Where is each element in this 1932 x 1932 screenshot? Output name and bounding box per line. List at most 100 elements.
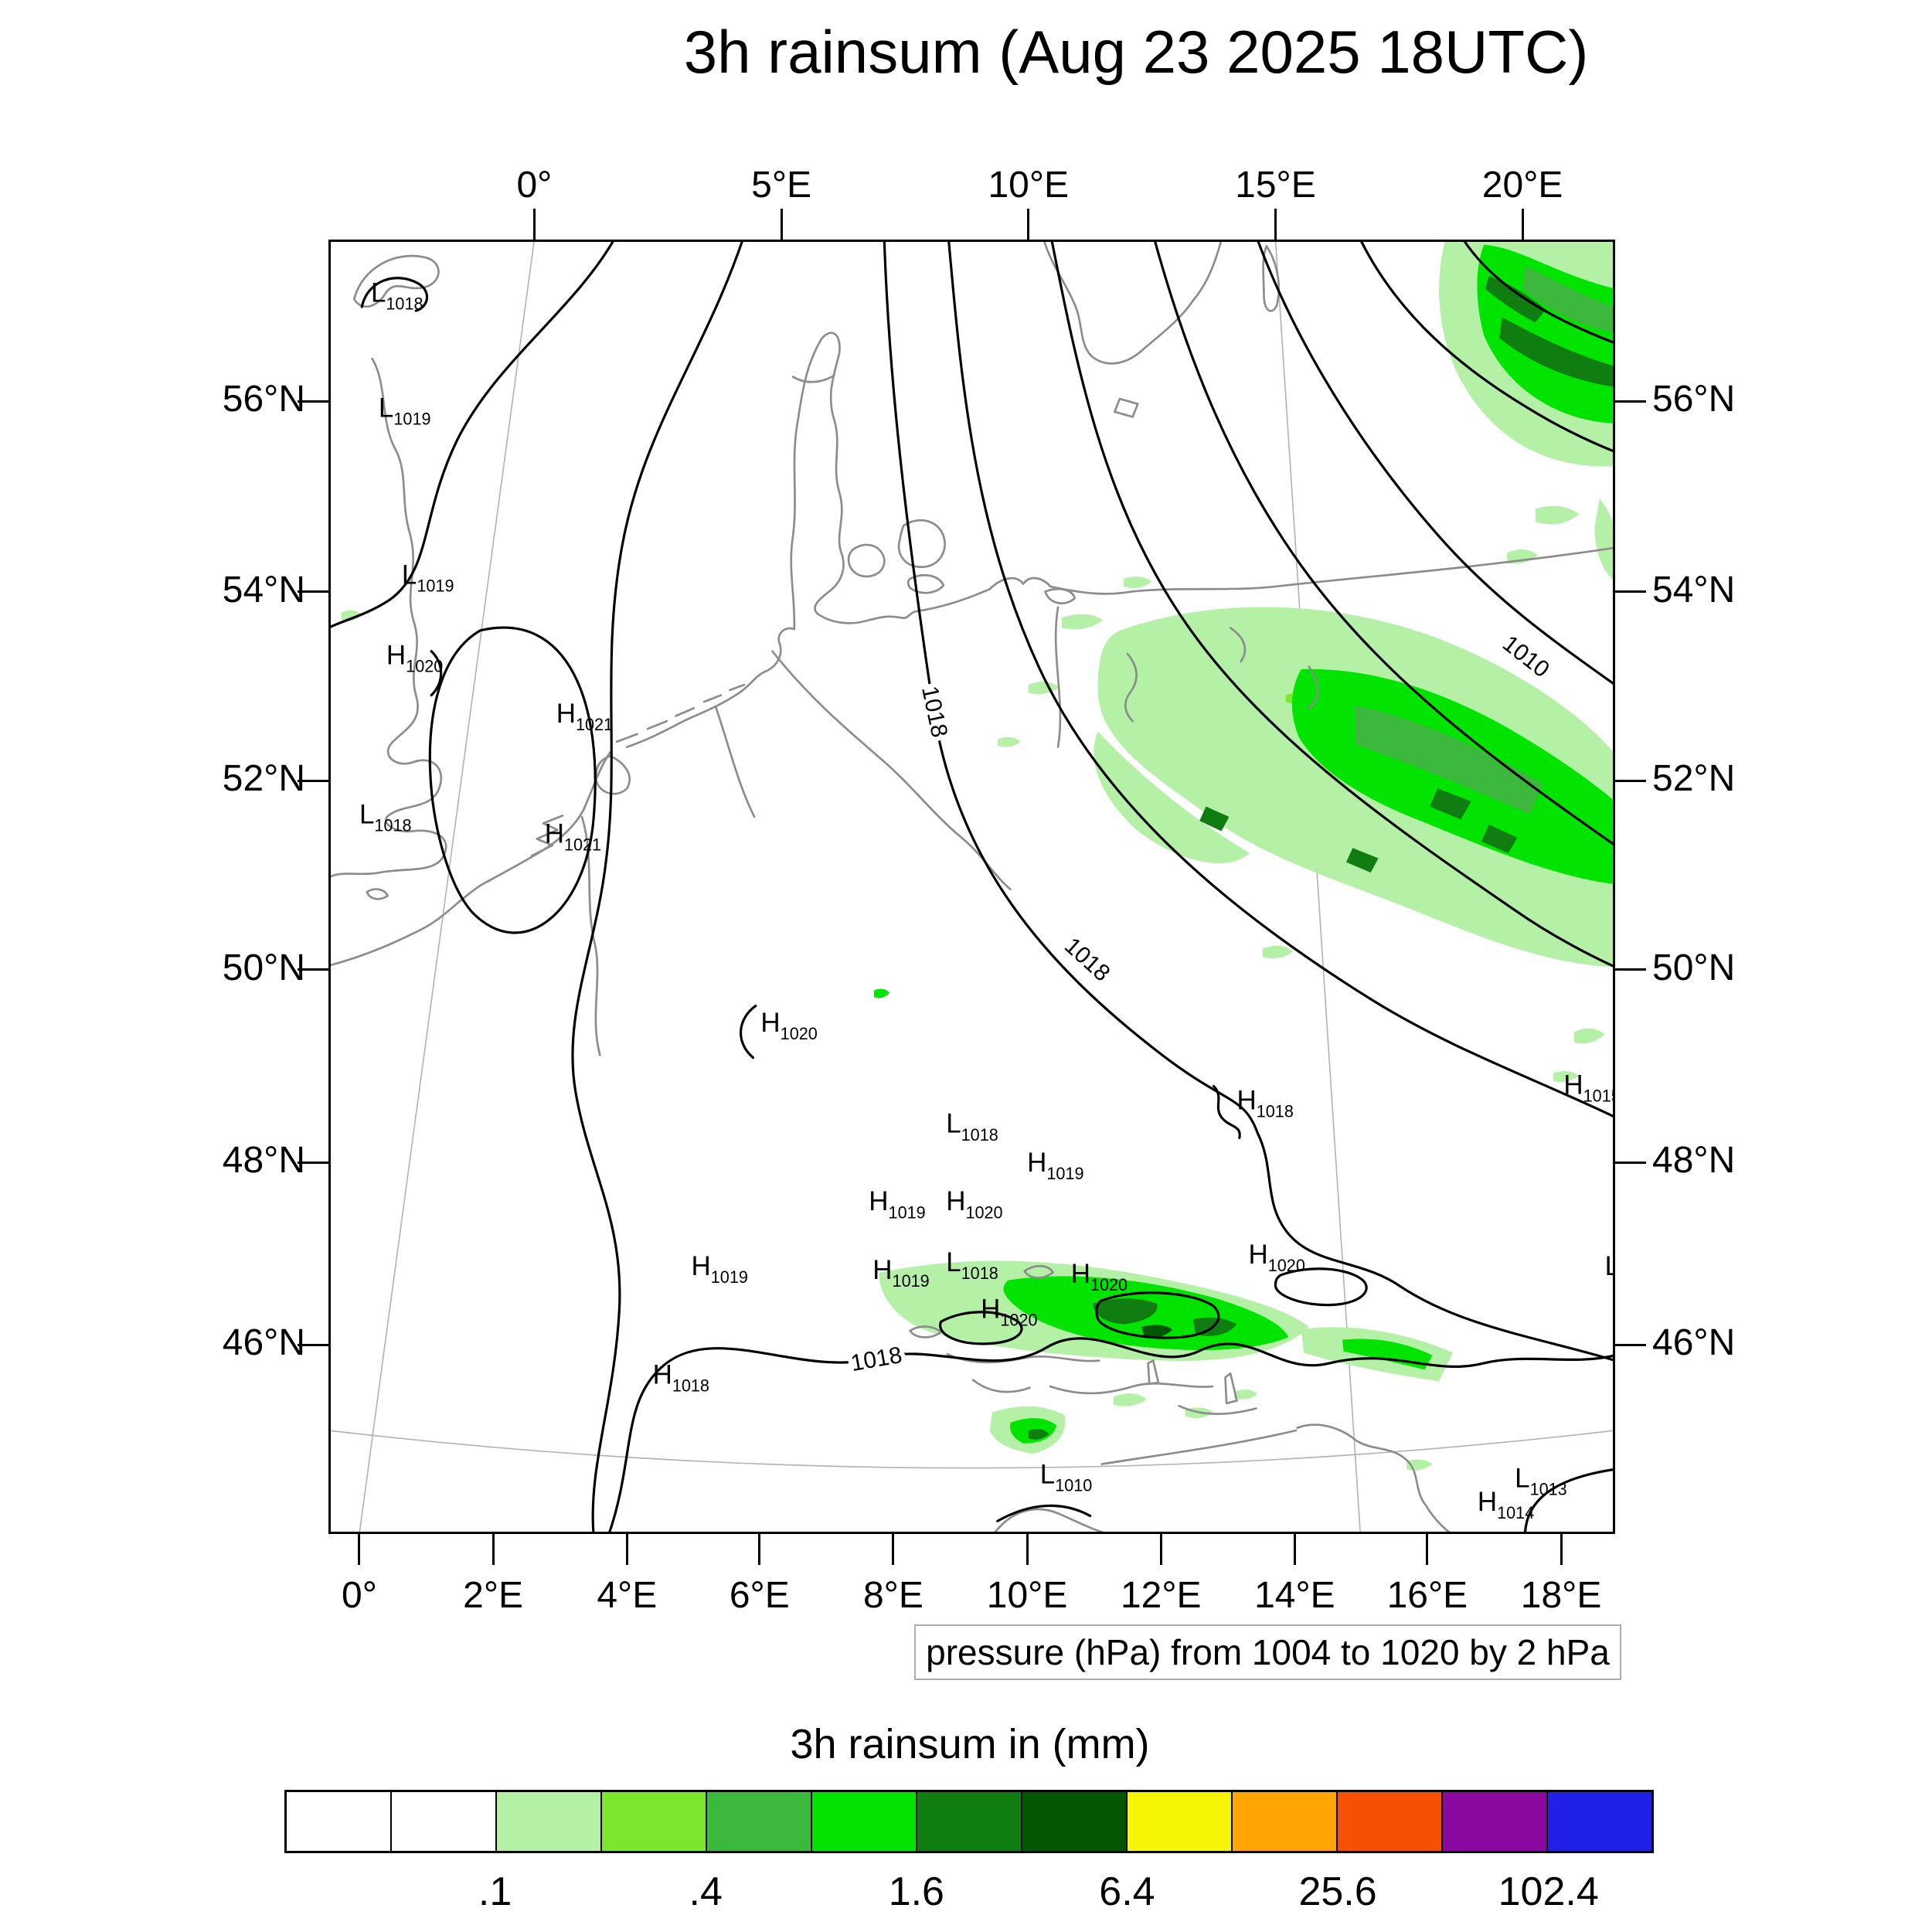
rain-patch bbox=[1062, 614, 1104, 630]
pressure-caption: pressure (hPa) from 1004 to 1020 by 2 hP… bbox=[926, 1632, 1610, 1672]
tick-mark bbox=[298, 1161, 328, 1164]
axis-label-top: 20°E bbox=[1481, 165, 1563, 206]
axis-label-left: 46°N bbox=[222, 1322, 305, 1364]
tick-mark bbox=[1560, 1534, 1563, 1565]
isobar-path bbox=[607, 1337, 1615, 1534]
pressure-center-label: H1018 bbox=[1236, 1086, 1293, 1121]
isobar-path bbox=[1274, 1267, 1368, 1307]
axis-label-right: 56°N bbox=[1652, 379, 1736, 420]
pressure-center-label: L1010 bbox=[1040, 1460, 1093, 1495]
pressure-center-label: L1018 bbox=[946, 1247, 998, 1283]
axis-label-top: 0° bbox=[516, 165, 553, 206]
coastline-path bbox=[909, 1325, 942, 1338]
isobar-path bbox=[1050, 240, 1615, 968]
isobar-path bbox=[947, 240, 1615, 1119]
pressure-center-label: H1015 bbox=[1563, 1070, 1615, 1105]
pressure-center-label: H1021 bbox=[545, 818, 601, 854]
rain-patch bbox=[1141, 1325, 1173, 1338]
tick-mark bbox=[1026, 1534, 1029, 1565]
tick-mark bbox=[1426, 1534, 1429, 1565]
graticule-line bbox=[328, 1430, 1615, 1469]
coastline-path bbox=[1054, 606, 1062, 748]
page-title: 3h rainsum (Aug 23 2025 18UTC) bbox=[683, 18, 1589, 86]
tick-mark bbox=[1615, 1343, 1646, 1346]
rain-patch bbox=[1430, 788, 1471, 820]
coastline-path bbox=[352, 254, 440, 308]
rain-patch bbox=[1485, 275, 1546, 323]
axis-label-right: 50°N bbox=[1652, 947, 1736, 988]
colorbar-cell bbox=[1336, 1792, 1441, 1851]
isobar-path bbox=[1153, 240, 1615, 847]
axis-label-top: 10°E bbox=[988, 165, 1070, 206]
pressure-caption-box: pressure (hPa) from 1004 to 1020 by 2 hP… bbox=[914, 1624, 1621, 1680]
colorbar-label: 6.4 bbox=[1099, 1869, 1155, 1914]
tick-mark bbox=[1159, 1534, 1162, 1565]
rain-patch bbox=[1346, 848, 1379, 873]
colorbar-cell bbox=[600, 1792, 706, 1851]
rain-patch bbox=[1093, 1298, 1158, 1325]
isobar-path bbox=[1095, 1291, 1220, 1339]
coastline-path bbox=[615, 683, 746, 743]
rain-patch bbox=[341, 610, 362, 621]
isobar-path bbox=[1212, 1084, 1241, 1140]
isobar-path bbox=[430, 650, 443, 697]
axis-label-left: 50°N bbox=[222, 947, 305, 988]
weather-map: 1018101010181018L1018L1019L1019H1020H102… bbox=[328, 240, 1615, 1534]
tick-mark bbox=[1293, 1534, 1296, 1565]
pressure-center-label: H1018 bbox=[653, 1360, 709, 1396]
pressure-center-label: L bbox=[1605, 1251, 1615, 1281]
axis-label-bottom: 8°E bbox=[862, 1575, 923, 1616]
coastline-path bbox=[971, 1379, 1031, 1393]
colorbar-label: 102.4 bbox=[1498, 1869, 1599, 1914]
coastline-path bbox=[1124, 652, 1138, 723]
coastline-path bbox=[1308, 665, 1319, 709]
graticule-line bbox=[359, 240, 536, 1534]
isobar-path bbox=[740, 1005, 757, 1060]
rain-patch bbox=[1553, 1071, 1580, 1083]
pressure-center-label: L1018 bbox=[359, 799, 412, 835]
colorbar-cell bbox=[287, 1792, 390, 1851]
axis-label-bottom: 0° bbox=[342, 1575, 377, 1616]
map-frame bbox=[328, 240, 1615, 1534]
tick-mark bbox=[298, 1343, 328, 1346]
coastline-path bbox=[1229, 627, 1247, 663]
rain-patch bbox=[1094, 731, 1250, 863]
rain-patch bbox=[1522, 265, 1615, 333]
colorbar-label: 25.6 bbox=[1298, 1869, 1377, 1914]
pressure-center-label: L1018 bbox=[371, 277, 423, 313]
axis-label-left: 48°N bbox=[222, 1140, 305, 1182]
coastline-path bbox=[1043, 240, 1223, 365]
tick-mark bbox=[1615, 1161, 1646, 1164]
tick-mark bbox=[1615, 779, 1646, 782]
tick-mark bbox=[532, 209, 536, 240]
rain-patch bbox=[873, 988, 889, 998]
tick-mark bbox=[892, 1534, 895, 1565]
rain-patch bbox=[1594, 498, 1615, 582]
rain-patch bbox=[1234, 1389, 1258, 1400]
colorbar-cell bbox=[495, 1792, 600, 1851]
colorbar-cell bbox=[1126, 1792, 1231, 1851]
colorbar-cell bbox=[916, 1792, 1021, 1851]
axis-label-bottom: 16°E bbox=[1386, 1575, 1468, 1616]
coastline-path bbox=[530, 815, 564, 857]
tick-mark bbox=[1615, 968, 1646, 971]
colorbar-cell bbox=[706, 1792, 811, 1851]
pressure-center-label: L1013 bbox=[1515, 1464, 1567, 1499]
colorbar-cell bbox=[1441, 1792, 1546, 1851]
tick-mark bbox=[358, 1534, 361, 1565]
rain-patch bbox=[1123, 577, 1152, 589]
rain-patch bbox=[1481, 825, 1518, 853]
tick-mark bbox=[1615, 400, 1646, 403]
coastline-path bbox=[1296, 1423, 1453, 1534]
coastline-path bbox=[625, 332, 1615, 748]
isobar-path bbox=[1523, 1468, 1615, 1534]
rain-patch bbox=[1113, 1393, 1147, 1406]
pressure-center-label: H1021 bbox=[556, 699, 613, 734]
axis-label-left: 52°N bbox=[222, 758, 305, 800]
tick-mark bbox=[298, 968, 328, 971]
coastline-path bbox=[1044, 587, 1077, 604]
axis-label-bottom: 6°E bbox=[729, 1575, 790, 1616]
axis-label-right: 48°N bbox=[1652, 1140, 1736, 1182]
isobar-path bbox=[428, 626, 597, 934]
